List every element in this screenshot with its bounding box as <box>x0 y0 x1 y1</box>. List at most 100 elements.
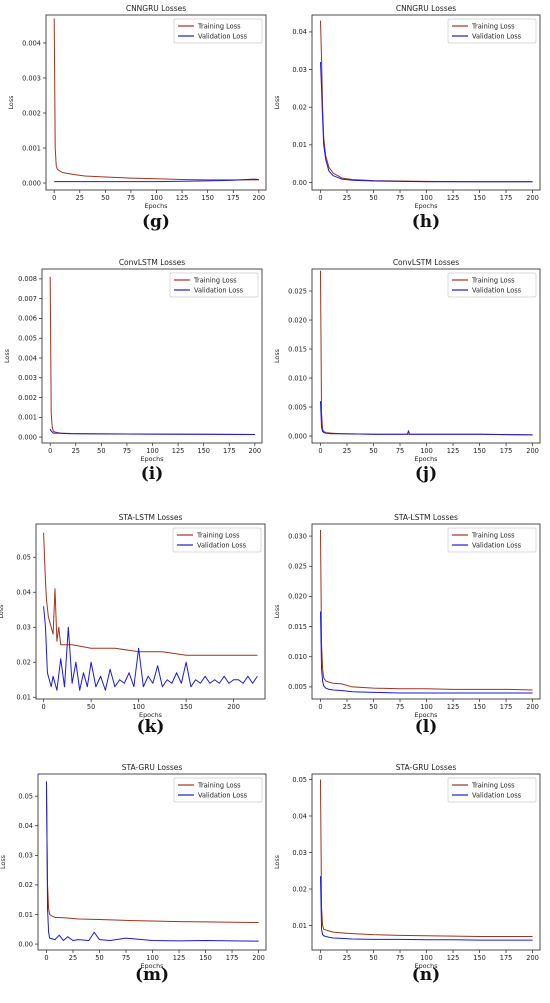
x-tick-label: 175 <box>500 194 513 202</box>
x-tick-label: 0 <box>52 194 56 202</box>
y-tick-label: 0.025 <box>288 287 307 295</box>
y-axis-label: Loss <box>273 95 281 110</box>
x-tick-label: 100 <box>146 447 159 455</box>
x-tick-label: 25 <box>343 447 351 455</box>
x-tick-label: 125 <box>447 447 460 455</box>
legend-entry: Training Loss <box>193 276 237 284</box>
legend-entry: Training Loss <box>197 22 241 30</box>
panel-label: (k) <box>136 717 165 737</box>
x-tick-label: 0 <box>42 703 46 711</box>
y-tick-label: 0.030 <box>288 532 307 540</box>
y-tick-label: 0.01 <box>16 694 31 702</box>
x-tick-label: 150 <box>473 194 486 202</box>
y-tick-label: 0.015 <box>288 623 307 631</box>
y-tick-label: 0.025 <box>288 563 307 571</box>
y-tick-label: 0.00 <box>18 940 33 948</box>
validation-loss-line <box>54 178 259 183</box>
x-tick-label: 150 <box>473 954 486 962</box>
x-tick-label: 150 <box>197 447 210 455</box>
y-tick-label: 0.000 <box>288 432 307 440</box>
legend-box <box>172 527 262 553</box>
x-tick-label: 150 <box>473 703 486 711</box>
training-loss-line <box>319 530 533 691</box>
y-tick-label: 0.02 <box>292 104 307 112</box>
x-tick-label: 25 <box>343 954 351 962</box>
x-tick-label: 0 <box>48 447 52 455</box>
x-tick-label: 200 <box>253 194 266 202</box>
x-tick-label: 75 <box>123 447 131 455</box>
y-tick-label: 0.006 <box>18 315 37 323</box>
training-loss-line <box>43 532 258 656</box>
x-tick-label: 25 <box>69 954 77 962</box>
x-tick-label: 125 <box>172 447 185 455</box>
y-tick-label: 0.005 <box>18 335 37 343</box>
x-tick-label: 175 <box>500 954 513 962</box>
legend-entry: Training Loss <box>471 22 515 30</box>
chart-title: CNNGRU Losses <box>126 4 186 13</box>
plot-area-frame <box>311 773 541 951</box>
x-tick-label: 100 <box>420 194 433 202</box>
y-tick-label: 0.004 <box>22 39 41 47</box>
x-tick-label: 175 <box>500 447 513 455</box>
y-tick-label: 0.007 <box>18 295 37 303</box>
y-tick-label: 0.04 <box>292 28 307 36</box>
x-tick-label: 100 <box>150 194 163 202</box>
y-tick-label: 0.003 <box>22 74 41 82</box>
legend-box <box>447 272 537 298</box>
legend-entry: Validation Loss <box>197 541 247 549</box>
legend-entry: Validation Loss <box>194 286 244 294</box>
validation-loss-line <box>319 62 533 183</box>
y-tick-label: 0.01 <box>18 911 33 919</box>
x-axis-label: Epochs <box>415 202 439 210</box>
x-tick-label: 150 <box>201 194 214 202</box>
x-tick-label: 0 <box>318 954 322 962</box>
x-tick-label: 100 <box>146 954 159 962</box>
x-tick-label: 200 <box>526 703 539 711</box>
y-tick-label: 0.01 <box>292 922 307 930</box>
training-loss-line <box>49 276 255 435</box>
legend-box <box>447 527 537 553</box>
chart-title: ConvLSTM Losses <box>119 258 185 267</box>
x-tick-label: 75 <box>396 194 404 202</box>
y-axis-label: Loss <box>273 604 281 619</box>
legend-entry: Validation Loss <box>198 791 248 799</box>
y-tick-label: 0.010 <box>288 653 307 661</box>
x-tick-label: 200 <box>526 194 539 202</box>
y-tick-label: 0.005 <box>288 683 307 691</box>
y-tick-label: 0.00 <box>292 179 307 187</box>
x-tick-label: 75 <box>396 703 404 711</box>
x-tick-label: 75 <box>122 954 130 962</box>
y-tick-label: 0.010 <box>288 374 307 382</box>
y-tick-label: 0.01 <box>292 141 307 149</box>
chart-panel-i: ConvLSTM Losses 0 25 50 75 100 125 150 175 200 0.0… <box>0 252 270 502</box>
legend-entry: Validation Loss <box>198 32 248 40</box>
y-tick-label: 0.000 <box>22 179 41 187</box>
x-tick-label: 50 <box>87 703 95 711</box>
x-tick-label: 200 <box>526 954 539 962</box>
y-tick-label: 0.001 <box>22 144 41 152</box>
validation-loss-line <box>45 781 259 942</box>
legend-entry: Training Loss <box>471 276 515 284</box>
x-tick-label: 50 <box>369 703 377 711</box>
x-tick-label: 100 <box>420 447 433 455</box>
chart-title: STA-LSTM Losses <box>394 513 458 522</box>
y-tick-label: 0.02 <box>292 885 307 893</box>
chart-svg: STA-LSTM Losses 0 50 100 150 200 0.01 0.02 0.03 0… <box>0 513 266 719</box>
x-tick-label: 75 <box>396 447 404 455</box>
x-tick-label: 25 <box>343 194 351 202</box>
legend-box <box>447 777 537 803</box>
y-tick-label: 0.03 <box>16 624 31 632</box>
plot-area-frame <box>35 523 266 700</box>
validation-loss-line <box>319 876 533 941</box>
y-tick-label: 0.04 <box>292 812 307 820</box>
panel-label: (j) <box>414 464 438 484</box>
x-axis-label: Epochs <box>141 962 165 970</box>
legend-entry: Training Loss <box>471 531 515 539</box>
chart-panel-j: ConvLSTM Losses 0 25 50 75 100 125 150 175 200 0.0… <box>273 252 547 502</box>
validation-loss-line <box>43 606 258 691</box>
panel-label: (l) <box>414 717 438 737</box>
x-tick-label: 125 <box>176 194 189 202</box>
